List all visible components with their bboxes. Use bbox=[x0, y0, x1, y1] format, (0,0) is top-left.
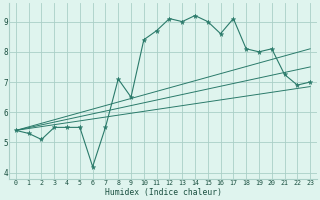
X-axis label: Humidex (Indice chaleur): Humidex (Indice chaleur) bbox=[105, 188, 221, 197]
